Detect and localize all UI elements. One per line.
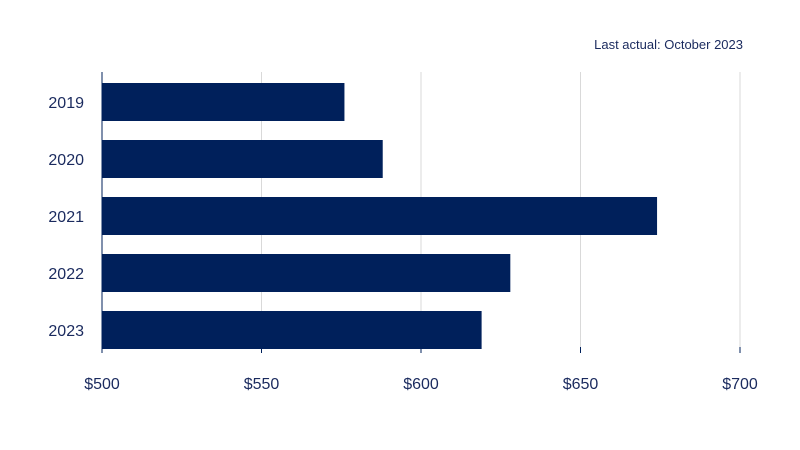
category-label: 2022	[48, 266, 84, 283]
category-label: 2020	[48, 152, 84, 169]
x-tick-label: $550	[244, 376, 280, 393]
category-label: 2021	[48, 209, 84, 226]
x-tick-label: $500	[84, 376, 120, 393]
bar-2020	[102, 140, 383, 178]
x-tick-label: $650	[563, 376, 599, 393]
bar-2023	[102, 311, 482, 349]
category-label: 2023	[48, 323, 84, 340]
last-actual-note: Last actual: October 2023	[594, 37, 743, 52]
x-tick-label: $700	[722, 376, 758, 393]
category-label: 2019	[48, 95, 84, 112]
bar-2022	[102, 254, 511, 292]
bar-2021	[102, 197, 658, 235]
x-tick-label: $600	[403, 376, 439, 393]
bar-2019	[102, 83, 345, 121]
